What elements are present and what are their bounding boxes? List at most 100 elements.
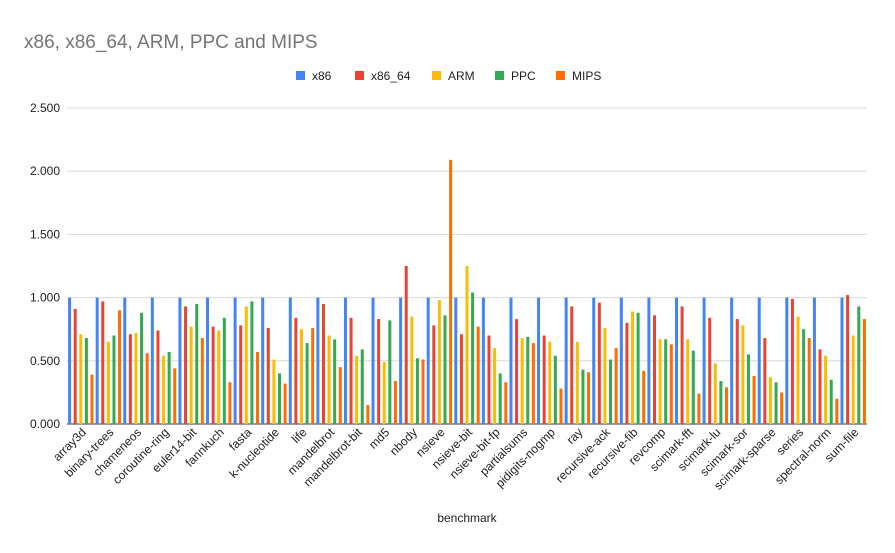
bar-PPC-nsieve (443, 315, 447, 424)
bar-x86-mandelbrot (316, 297, 320, 424)
bar-MIPS-k-nucleotide (283, 383, 287, 424)
bar-MIPS-pidigits-nogmp (559, 388, 563, 424)
bar-PPC-spectral-norm (829, 379, 833, 424)
bar-PPC-recursive-ack (609, 359, 613, 424)
bar-ARM-md5 (382, 362, 386, 424)
bar-x86-scimark-sparse (757, 297, 761, 424)
bar-x86-nbody (399, 297, 403, 424)
bar-x86-recursive-ack (592, 297, 596, 424)
bar-x86-array3d (68, 297, 72, 424)
bar-PPC-pidigits-nogmp (553, 355, 557, 424)
bar-ARM-recursive-ack (603, 327, 607, 424)
x-tick-labels: array3dbinary-treeschameneoscoroutine-ri… (50, 425, 861, 493)
bar-ARM-partialsums (520, 338, 524, 424)
bar-PPC-mandelbrot (333, 339, 337, 424)
bar-x86-k-nucleotide (261, 297, 265, 424)
bar-MIPS-recursive-ack (614, 348, 618, 424)
bar-PPC-scimark-lu (719, 381, 723, 424)
bar-ARM-coroutine-ring (162, 355, 166, 424)
bar-MIPS-sum-file (862, 319, 866, 424)
bar-PPC-nsieve-bit (471, 292, 475, 424)
bar-PPC-chameneos (140, 312, 144, 424)
bar-PPC-recursive-fib (636, 312, 640, 424)
bar-ARM-nsieve-bit-fp (493, 348, 497, 424)
bar-x86_64-mandelbrot (321, 303, 325, 424)
bar-x86-series (785, 297, 789, 424)
x-tick-label: ray (564, 425, 586, 447)
bar-PPC-fannkuch (222, 317, 226, 424)
bar-ARM-array3d (79, 334, 83, 424)
bar-PPC-sum-file (857, 306, 861, 424)
bar-MIPS-binary-trees (118, 310, 122, 424)
bar-x86-nsieve-bit (454, 297, 458, 424)
bar-PPC-nsieve-bit-fp (498, 373, 502, 424)
bar-PPC-euler14-bit (195, 303, 199, 424)
bar-ARM-fasta (244, 306, 248, 424)
bar-PPC-series (802, 329, 806, 424)
x-tick-label: life (289, 425, 310, 446)
bar-MIPS-mandelbrot-bit (366, 405, 370, 424)
bar-x86_64-spectral-norm (818, 349, 822, 424)
bar-PPC-array3d (84, 338, 88, 424)
bar-x86_64-revcomp (653, 315, 657, 424)
bar-x86_64-partialsums (515, 319, 519, 424)
bar-x86_64-sum-file (846, 295, 850, 424)
x-tick-label: nbody (387, 425, 420, 458)
bar-x86_64-mandelbrot-bit (349, 317, 353, 424)
bar-MIPS-mandelbrot (338, 367, 342, 424)
grid: 0.000 0.500 1.000 1.500 2.000 2.500 (30, 101, 867, 431)
bar-ARM-scimark-fft (686, 339, 690, 424)
bar-ARM-mandelbrot-bit (355, 355, 359, 424)
bar-PPC-partialsums (526, 336, 530, 424)
bar-x86-scimark-fft (674, 297, 678, 424)
bar-x86-recursive-fib (619, 297, 623, 424)
bar-MIPS-nsieve-bit-fp (504, 382, 508, 424)
bar-x86_64-nsieve (432, 325, 436, 424)
bar-ARM-revcomp (658, 339, 662, 424)
bar-MIPS-nsieve-bit (476, 326, 480, 424)
y-tick-label: 1.500 (30, 227, 60, 241)
bar-PPC-nbody (415, 358, 419, 424)
y-tick-label: 1.000 (30, 291, 60, 305)
bar-ARM-k-nucleotide (272, 359, 276, 424)
bar-PPC-coroutine-ring (167, 351, 171, 424)
bar-x86-chameneos (123, 297, 127, 424)
bar-ARM-scimark-sor (741, 325, 745, 424)
bar-MIPS-array3d (90, 374, 94, 424)
y-tick-label: 0.500 (30, 354, 60, 368)
bar-x86-scimark-sor (730, 297, 734, 424)
x-axis-label: benchmark (437, 511, 497, 525)
bars (68, 159, 866, 424)
bar-x86_64-k-nucleotide (266, 327, 270, 424)
bar-x86_64-euler14-bit (184, 306, 188, 424)
bar-x86-md5 (371, 297, 375, 424)
bar-x86_64-pidigits-nogmp (542, 335, 546, 424)
bar-x86_64-nsieve-bit (459, 334, 463, 424)
bar-x86_64-array3d (73, 308, 77, 424)
bar-MIPS-fasta (256, 351, 260, 424)
bar-ARM-chameneos (134, 332, 138, 424)
bar-x86-euler14-bit (178, 297, 182, 424)
bar-x86_64-scimark-sor (735, 319, 739, 424)
bar-x86-nsieve-bit-fp (481, 297, 485, 424)
bar-x86_64-life (294, 317, 298, 424)
y-tick-label: 0.000 (30, 417, 60, 431)
bar-x86_64-nbody (404, 266, 408, 424)
bar-x86_64-fannkuch (211, 326, 215, 424)
bar-x86_64-binary-trees (101, 301, 105, 424)
bar-x86_64-recursive-fib (625, 322, 629, 424)
legend-label-PPC: PPC (511, 69, 536, 83)
legend-label-ARM: ARM (448, 69, 475, 83)
y-tick-label: 2.500 (30, 101, 60, 115)
bar-ARM-ray (575, 341, 579, 424)
bar-x86-scimark-lu (702, 297, 706, 424)
bar-x86-ray (564, 297, 568, 424)
legend: x86 x86_64 ARM PPC MIPS (296, 69, 601, 83)
bar-x86_64-series (790, 298, 794, 424)
bar-PPC-life (305, 343, 309, 424)
bar-PPC-ray (581, 369, 585, 424)
bar-ARM-series (796, 316, 800, 424)
bar-PPC-scimark-sor (746, 354, 750, 424)
bar-x86-fasta (233, 297, 237, 424)
